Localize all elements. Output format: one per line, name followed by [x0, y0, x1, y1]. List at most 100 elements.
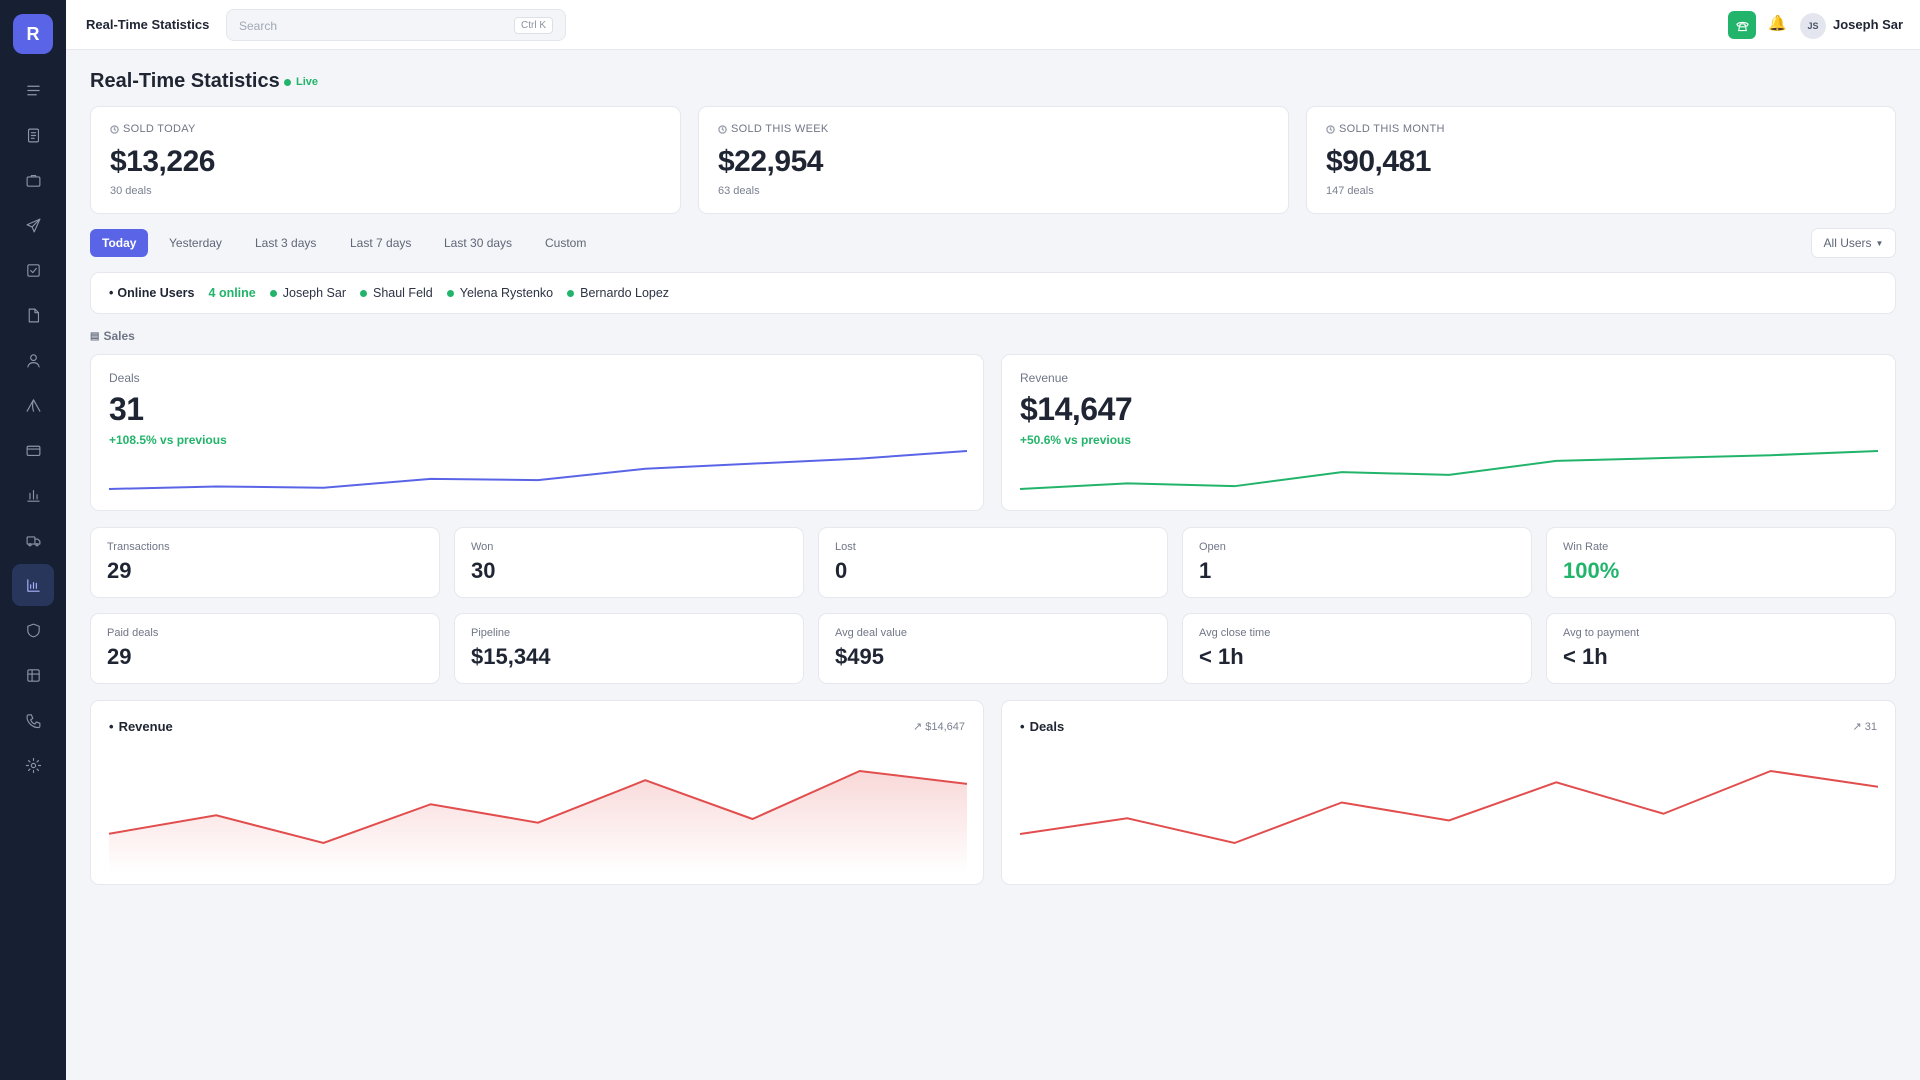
stat-label: Paid deals	[107, 627, 159, 639]
revenue-chart-title-text: Revenue	[118, 719, 173, 734]
stat-label: Won	[471, 541, 494, 553]
stat-value: 29	[107, 558, 132, 583]
topbar: Real-Time Statistics Search Ctrl K 🔔 JS …	[66, 0, 1920, 50]
avatar[interactable]: JS	[1800, 13, 1826, 39]
card-icon[interactable]	[12, 429, 54, 471]
stat-card: Lost 0	[818, 527, 1168, 598]
status-dot	[269, 289, 277, 297]
stat-card: Win Rate 100%	[1546, 527, 1896, 598]
page-title: Real-Time Statistics	[90, 70, 280, 92]
online-user[interactable]: Yelena Rystenko	[446, 286, 554, 300]
live-dot	[284, 78, 291, 86]
sold-label: SOLD THIS WEEK	[718, 123, 829, 135]
clock-icon	[1326, 124, 1335, 134]
stat-card: Avg close time < 1h	[1182, 613, 1532, 684]
sold-value: $13,226	[110, 145, 215, 178]
user-icon[interactable]	[12, 339, 54, 381]
stat-value: < 1h	[1199, 644, 1244, 669]
tab-custom[interactable]: Custom	[545, 236, 587, 250]
stat-card: Open 1	[1182, 527, 1532, 598]
stat-label: Avg deal value	[835, 627, 907, 639]
app-title: Real-Time Statistics	[86, 17, 210, 32]
sold-deals: 30 deals	[110, 185, 152, 197]
phone-icon[interactable]	[12, 699, 54, 741]
stat-value: 29	[107, 644, 132, 669]
tab-yesterday[interactable]: Yesterday	[169, 236, 222, 250]
revenue-sparkline	[1020, 450, 1878, 490]
statistics-icon[interactable]	[12, 564, 54, 606]
call-button[interactable]	[1728, 11, 1756, 39]
bar-chart-icon[interactable]	[12, 474, 54, 516]
sold-label: SOLD TODAY	[110, 123, 196, 135]
online-users-title: • Online Users	[109, 286, 195, 300]
truck-icon[interactable]	[12, 519, 54, 561]
bullet-icon: •	[109, 719, 114, 734]
stat-value: $495	[835, 644, 884, 669]
stat-value: 30	[471, 558, 496, 583]
tab-last-7-days[interactable]: Last 7 days	[350, 236, 412, 250]
sidebar: R	[0, 0, 66, 1080]
revenue-chart-card: • Revenue ↗ $14,647	[90, 700, 984, 885]
send-icon[interactable]	[12, 204, 54, 246]
revenue-card: Revenue $14,647 +50.6% vs previous	[1001, 354, 1896, 511]
shield-icon[interactable]	[12, 609, 54, 651]
online-user[interactable]: Joseph Sar	[269, 286, 346, 300]
tent-icon[interactable]	[12, 384, 54, 426]
list-icon: ▤	[90, 330, 100, 342]
revenue-value: $14,647	[1020, 391, 1133, 427]
stat-value: 100%	[1563, 558, 1620, 583]
table-icon[interactable]	[12, 654, 54, 696]
checkbox-icon[interactable]	[12, 249, 54, 291]
document-icon[interactable]	[12, 114, 54, 156]
trend-up-icon: ↗	[913, 721, 923, 733]
revenue-line-chart	[109, 769, 967, 873]
online-users-bar: • Online Users 4 online Joseph Sar Shaul …	[90, 272, 1896, 314]
settings-icon[interactable]	[12, 744, 54, 786]
online-count: 4 online	[208, 286, 256, 300]
stat-label: Open	[1199, 541, 1226, 553]
telephone-icon	[1735, 21, 1749, 31]
tab-last-30-days[interactable]: Last 30 days	[444, 236, 513, 250]
briefcase-icon[interactable]	[12, 159, 54, 201]
online-user-name: Bernardo Lopez	[580, 286, 670, 300]
online-user-name: Shaul Feld	[372, 286, 433, 300]
search-input[interactable]: Search Ctrl K	[226, 9, 566, 41]
stat-card: Avg deal value $495	[818, 613, 1168, 684]
revenue-change: +50.6% vs previous	[1020, 433, 1132, 447]
file-icon[interactable]	[12, 294, 54, 336]
sold-month-card: SOLD THIS MONTH $90,481 147 deals	[1306, 106, 1896, 214]
bell-icon[interactable]: 🔔	[1768, 15, 1787, 32]
sold-value: $90,481	[1326, 145, 1431, 178]
stat-label: Avg close time	[1199, 627, 1271, 639]
sold-label: SOLD THIS MONTH	[1326, 123, 1445, 135]
stat-value: 0	[835, 558, 848, 583]
sold-label-text: SOLD THIS WEEK	[731, 123, 829, 135]
clock-icon	[718, 124, 727, 134]
sold-today-card: SOLD TODAY $13,226 30 deals	[90, 106, 681, 214]
deals-line-chart	[1020, 769, 1878, 845]
online-user-name: Yelena Rystenko	[459, 286, 554, 300]
sold-deals: 63 deals	[718, 185, 760, 197]
tab-today[interactable]: Today	[90, 229, 149, 257]
online-user[interactable]: Shaul Feld	[359, 286, 433, 300]
app-logo[interactable]: R	[13, 14, 53, 54]
sales-section-label: ▤ Sales	[90, 329, 135, 343]
sales-section-text: Sales	[103, 329, 135, 343]
revenue-trend-line	[1020, 450, 1878, 490]
online-user[interactable]: Bernardo Lopez	[567, 286, 669, 300]
stat-card: Pipeline $15,344	[454, 613, 804, 684]
deals-value: 31	[109, 391, 144, 427]
stat-card: Won 30	[454, 527, 804, 598]
live-label: Live	[296, 76, 319, 88]
revenue-chart-total: ↗ $14,647	[913, 720, 965, 734]
deals-chart-total: ↗ 31	[1853, 720, 1877, 734]
deals-chart-title-text: Deals	[1029, 719, 1065, 734]
caret-down-icon: ▼	[1875, 238, 1884, 248]
sold-value: $22,954	[718, 145, 823, 178]
tab-last-3-days[interactable]: Last 3 days	[255, 236, 317, 250]
sold-label-text: SOLD THIS MONTH	[1339, 123, 1445, 135]
users-select[interactable]: All Users ▼	[1811, 228, 1896, 258]
clock-icon	[110, 124, 119, 134]
menu-icon[interactable]	[12, 69, 54, 111]
user-name[interactable]: Joseph Sar	[1833, 17, 1904, 32]
